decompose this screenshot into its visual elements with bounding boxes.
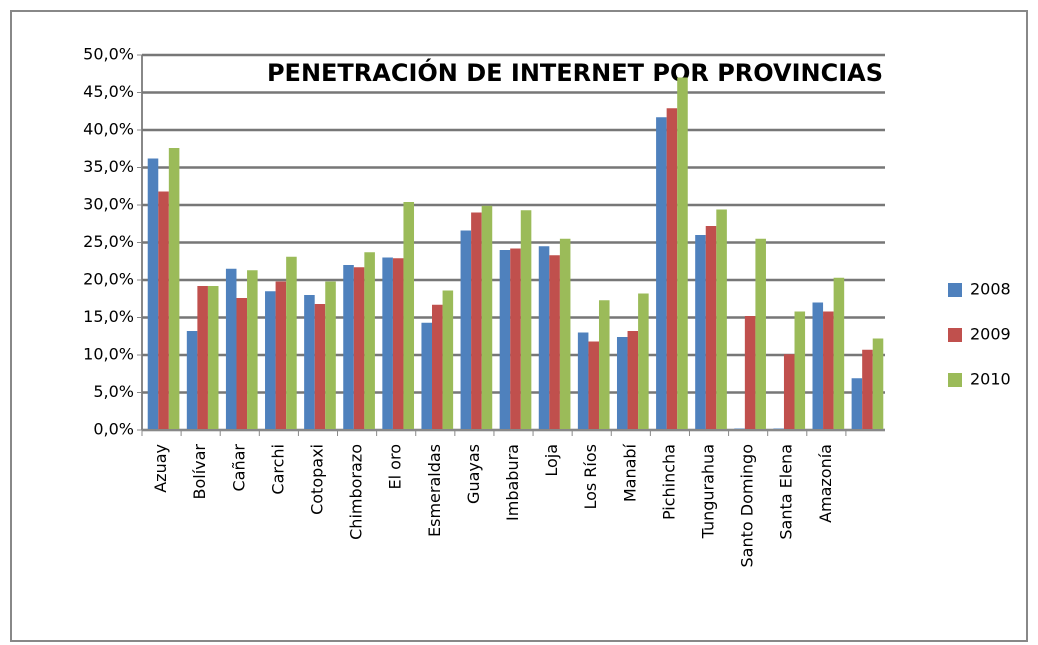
x-tick-label: Esmeraldas (425, 444, 444, 537)
x-tick-label: Loja (542, 444, 561, 477)
bar (460, 230, 472, 430)
bar (421, 322, 433, 430)
bar (392, 258, 404, 430)
bar (677, 77, 688, 430)
bar (616, 337, 628, 430)
bar (147, 158, 159, 430)
x-tick-label: Imbabura (503, 444, 522, 521)
legend-swatch (948, 373, 962, 387)
y-tick-label: 30,0% (83, 195, 134, 214)
legend-label: 2008 (970, 280, 1011, 299)
bar (471, 212, 482, 430)
bar (225, 268, 237, 430)
y-tick-label: 25,0% (83, 232, 134, 251)
bar (265, 291, 276, 430)
bar (823, 311, 834, 430)
chart-title: PENETRACIÓN DE INTERNET POR PROVINCIAS (267, 57, 883, 87)
bar (247, 270, 258, 430)
bar (549, 255, 560, 430)
y-tick-label: 50,0% (83, 45, 134, 64)
x-tick-label: Tungurahua (699, 444, 718, 539)
bar (236, 298, 248, 430)
x-tick-label: Bolívar (190, 444, 209, 500)
y-tick-label: 15,0% (83, 307, 134, 326)
y-tick-label: 5,0% (93, 382, 134, 401)
x-tick-label: Los Ríos (581, 444, 600, 510)
x-tick-label: Pichincha (659, 444, 678, 520)
y-tick-label: 20,0% (83, 270, 134, 289)
legend-label: 2009 (970, 325, 1011, 344)
bar (158, 191, 169, 430)
x-tick-label: Azuay (151, 444, 170, 493)
bar (666, 108, 678, 430)
bar (304, 295, 315, 430)
x-tick-label: Cotopaxi (307, 444, 326, 515)
bar (364, 252, 375, 430)
bar (783, 354, 795, 430)
bar (499, 250, 511, 430)
y-tick-label: 35,0% (83, 157, 134, 176)
bar (353, 267, 365, 430)
bar (442, 290, 454, 430)
legend-label: 2010 (970, 370, 1011, 389)
legend-swatch (948, 328, 962, 342)
bar (851, 378, 863, 430)
bar (510, 248, 521, 430)
bar (186, 331, 198, 430)
bar (403, 202, 415, 430)
bar (559, 238, 571, 430)
bar (716, 209, 727, 430)
x-tick-label: El oro (386, 444, 405, 489)
bar (588, 341, 599, 430)
bar (207, 286, 219, 430)
bar (197, 286, 208, 430)
bar (275, 281, 287, 430)
bar (343, 265, 354, 430)
bar (577, 332, 589, 430)
bar (286, 256, 297, 430)
y-tick-label: 0,0% (93, 420, 134, 439)
bar (794, 311, 806, 430)
x-tick-label: Amazonía (816, 444, 835, 523)
y-tick-label: 40,0% (83, 120, 134, 139)
bar (812, 302, 824, 430)
x-tick-label: Guayas (464, 444, 483, 504)
bar (705, 226, 717, 430)
bar (627, 331, 639, 430)
bar (481, 205, 493, 430)
bar (168, 148, 180, 430)
x-tick-label: Manabí (620, 443, 639, 502)
x-tick-label: Cañar (229, 444, 248, 492)
x-tick-label: Carchi (268, 444, 287, 495)
bar (325, 281, 336, 430)
x-tick-label: Santa Elena (777, 444, 796, 540)
bar (382, 257, 393, 430)
bar (314, 304, 326, 430)
bar (744, 316, 756, 430)
y-tick-label: 10,0% (83, 345, 134, 364)
x-tick-label: Santo Domingo (738, 444, 757, 567)
bar (862, 349, 873, 430)
bar (695, 235, 706, 430)
y-tick-label: 45,0% (83, 82, 134, 101)
bar (656, 117, 667, 430)
x-tick-label: Chimborazo (347, 444, 366, 540)
bar (872, 338, 884, 430)
bar (520, 210, 532, 430)
bar (638, 293, 649, 430)
legend-swatch (948, 283, 962, 297)
bar (432, 304, 443, 430)
bar (538, 246, 550, 430)
bar (755, 238, 766, 430)
bar (598, 300, 610, 430)
bar (833, 277, 845, 430)
